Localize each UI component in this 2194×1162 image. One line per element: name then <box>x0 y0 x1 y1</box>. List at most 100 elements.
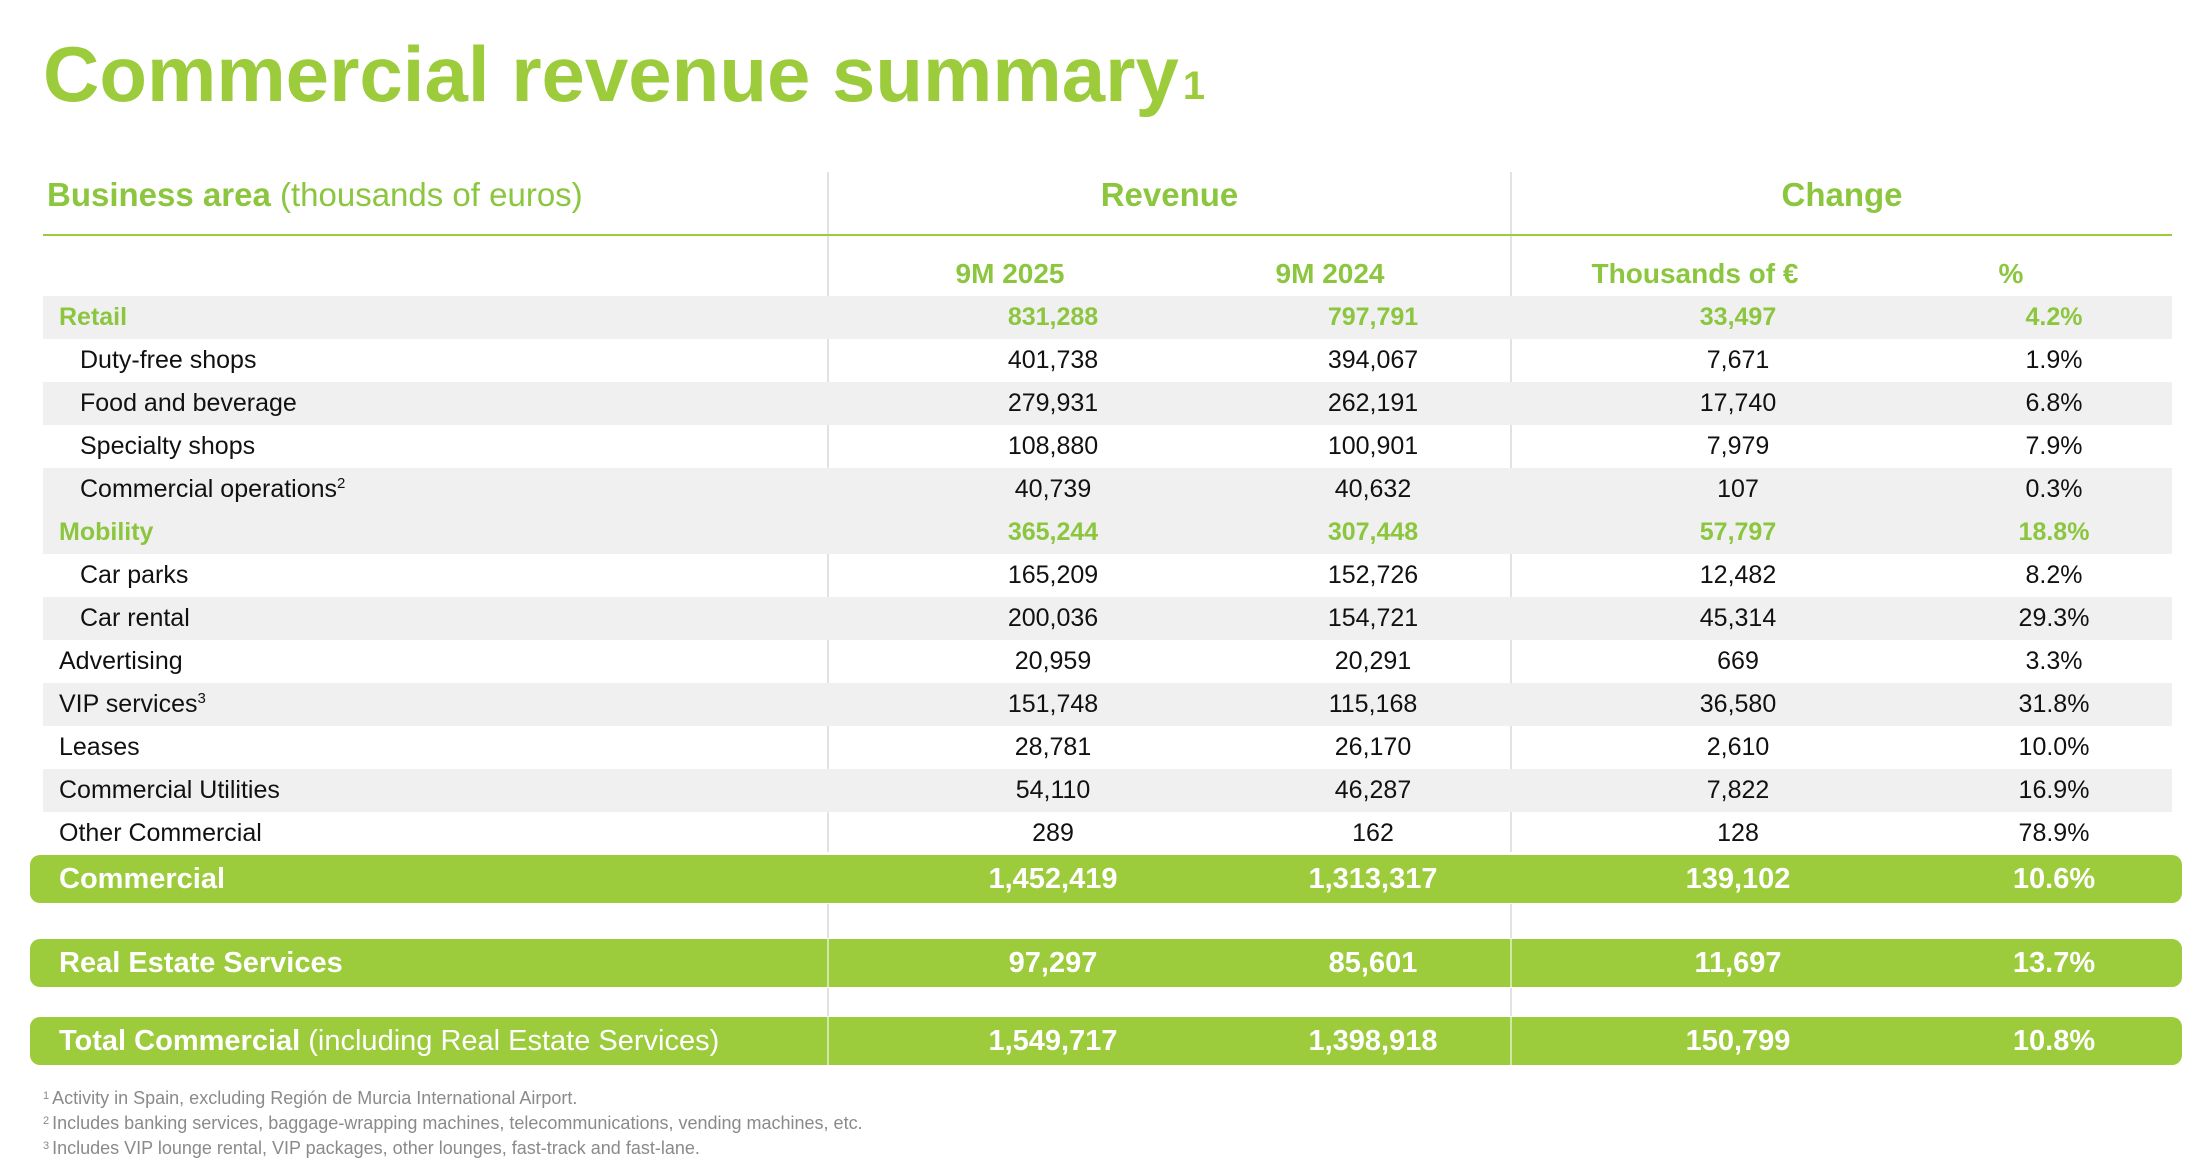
total-row-total-commercial: Total Commercial (including Real Estate … <box>30 1017 2182 1065</box>
cell-change-abs: 7,822 <box>1706 776 1770 804</box>
cell-change-pct: 6.8% <box>2025 389 2083 417</box>
cell-change-abs: 128 <box>1717 819 1759 847</box>
business-area-header: Business area (thousands of euros) <box>47 176 583 213</box>
cell-change-abs: 11,697 <box>1694 947 1782 979</box>
table-row-advertising: Advertising 20,959 20,291 669 3.3% <box>43 640 2172 683</box>
cell-9m2024: 40,632 <box>1334 475 1412 503</box>
cell-change-abs: 107 <box>1717 475 1759 503</box>
row-label: Car parks <box>80 561 189 589</box>
row-label: Total Commercial (including Real Estate … <box>59 1025 720 1057</box>
table-row-other-commercial: Other Commercial 289 162 128 78.9% <box>43 812 2172 855</box>
cell-change-pct: 10.6% <box>2012 863 2096 895</box>
row-label: VIP services3 <box>59 690 206 718</box>
cell-change-abs: 7,979 <box>1706 432 1770 460</box>
cell-9m2024: 100,901 <box>1327 432 1419 460</box>
cell-change-abs: 45,314 <box>1699 604 1777 632</box>
cell-9m2025: 200,036 <box>1007 604 1099 632</box>
cell-9m2025: 54,110 <box>1015 776 1091 804</box>
footnote: 3 Includes VIP lounge rental, VIP package… <box>43 1138 700 1158</box>
cell-change-abs: 57,797 <box>1699 518 1777 546</box>
footnotes: 1 Activity in Spain, excluding Región de … <box>43 1086 863 1161</box>
cell-9m2024: 115,168 <box>1328 690 1418 718</box>
row-label: Commercial Utilities <box>59 776 280 804</box>
cell-change-pct: 29.3% <box>2018 604 2090 632</box>
cell-9m2024: 1,313,317 <box>1308 863 1438 895</box>
cell-9m2025: 165,209 <box>1007 561 1099 589</box>
table-row-retail: Retail 831,288 797,791 33,497 4.2% <box>43 296 2172 339</box>
cell-9m2025: 831,288 <box>1007 303 1099 331</box>
column-divider-gap-3 <box>827 988 829 1016</box>
table-row-leases: Leases 28,781 26,170 2,610 10.0% <box>43 726 2172 769</box>
cell-change-pct: 1.9% <box>2025 346 2083 374</box>
cell-9m2025: 401,738 <box>1007 346 1099 374</box>
cell-change-abs: 17,740 <box>1699 389 1777 417</box>
cell-change-pct: 0.3% <box>2025 475 2083 503</box>
cell-9m2024: 394,067 <box>1327 346 1419 374</box>
bar-divider <box>827 939 829 987</box>
cell-change-pct: 13.7% <box>2012 947 2096 979</box>
cell-change-abs: 7,671 <box>1706 346 1770 374</box>
table-row-duty-free: Duty-free shops 401,738 394,067 7,671 1.… <box>43 339 2172 382</box>
table-row-car-rental: Car rental 200,036 154,721 45,314 29.3% <box>43 597 2172 640</box>
table-row-vip-services: VIP services3 151,748 115,168 36,580 31.… <box>43 683 2172 726</box>
bar-divider <box>827 1017 829 1065</box>
col-header-9m2025: 9M 2025 <box>955 258 1065 289</box>
row-label: Advertising <box>59 647 183 675</box>
cell-change-pct: 4.2% <box>2025 303 2083 331</box>
cell-change-pct: 10.0% <box>2018 733 2090 761</box>
cell-change-pct: 31.8% <box>2018 690 2090 718</box>
column-divider-gap-4 <box>1510 988 1512 1016</box>
cell-change-abs: 33,497 <box>1699 303 1777 331</box>
cell-change-pct: 16.9% <box>2018 776 2090 804</box>
cell-change-pct: 10.8% <box>2012 1025 2096 1057</box>
cell-change-pct: 7.9% <box>2025 432 2083 460</box>
table-row-specialty-shops: Specialty shops 108,880 100,901 7,979 7.… <box>43 425 2172 468</box>
cell-9m2024: 85,601 <box>1328 947 1418 979</box>
cell-9m2024: 1,398,918 <box>1308 1025 1438 1057</box>
header-rule <box>43 234 2172 236</box>
footnote: 1 Activity in Spain, excluding Región de … <box>43 1088 578 1108</box>
bar-divider <box>1510 939 1512 987</box>
table-row-mobility: Mobility 365,244 307,448 57,797 18.8% <box>43 511 2172 554</box>
cell-9m2024: 46,287 <box>1334 776 1412 804</box>
cell-change-abs: 2,610 <box>1706 733 1770 761</box>
cell-change-abs: 36,580 <box>1699 690 1777 718</box>
row-label: Commercial operations2 <box>80 475 346 503</box>
title-footnote-ref: 1 <box>1182 64 1206 108</box>
row-label: Car rental <box>80 604 190 632</box>
footnote-ref: 2 <box>337 475 346 492</box>
column-divider-gap-1 <box>827 904 829 938</box>
cell-9m2025: 28,781 <box>1014 733 1092 761</box>
col-header-thousands: Thousands of € <box>1591 258 1799 289</box>
col-header-pct: % <box>1998 258 2024 289</box>
cell-change-abs: 150,799 <box>1685 1025 1791 1057</box>
cell-change-abs: 139,102 <box>1685 863 1791 895</box>
cell-9m2025: 365,244 <box>1007 518 1099 546</box>
row-label: Food and beverage <box>80 389 297 417</box>
row-label: Retail <box>59 303 128 331</box>
cell-change-abs: 669 <box>1717 647 1759 675</box>
row-label: Leases <box>59 733 140 761</box>
cell-9m2024: 152,726 <box>1327 561 1419 589</box>
change-header: Change <box>1781 176 1903 213</box>
row-label: Duty-free shops <box>80 346 257 374</box>
table-row-commercial-operations: Commercial operations2 40,739 40,632 107… <box>43 468 2172 511</box>
total-row-real-estate: Real Estate Services 97,297 85,601 11,69… <box>30 939 2182 987</box>
cell-9m2025: 97,297 <box>1008 947 1098 979</box>
cell-9m2025: 289 <box>1032 819 1074 847</box>
revenue-header: Revenue <box>1100 176 1239 213</box>
column-divider-gap-2 <box>1510 904 1512 938</box>
cell-9m2025: 20,959 <box>1014 647 1092 675</box>
cell-9m2024: 20,291 <box>1334 647 1412 675</box>
table-row-food-beverage: Food and beverage 279,931 262,191 17,740… <box>43 382 2172 425</box>
cell-9m2024: 307,448 <box>1327 518 1419 546</box>
footnote: 2 Includes banking services, baggage-wrap… <box>43 1113 863 1133</box>
total-row-commercial: Commercial 1,452,419 1,313,317 139,102 1… <box>30 855 2182 903</box>
cell-9m2025: 279,931 <box>1007 389 1099 417</box>
cell-change-pct: 78.9% <box>2018 819 2090 847</box>
cell-9m2024: 26,170 <box>1334 733 1412 761</box>
row-label: Other Commercial <box>59 819 262 847</box>
cell-change-pct: 18.8% <box>2018 518 2090 546</box>
row-label: Mobility <box>59 518 154 546</box>
table-row-car-parks: Car parks 165,209 152,726 12,482 8.2% <box>43 554 2172 597</box>
